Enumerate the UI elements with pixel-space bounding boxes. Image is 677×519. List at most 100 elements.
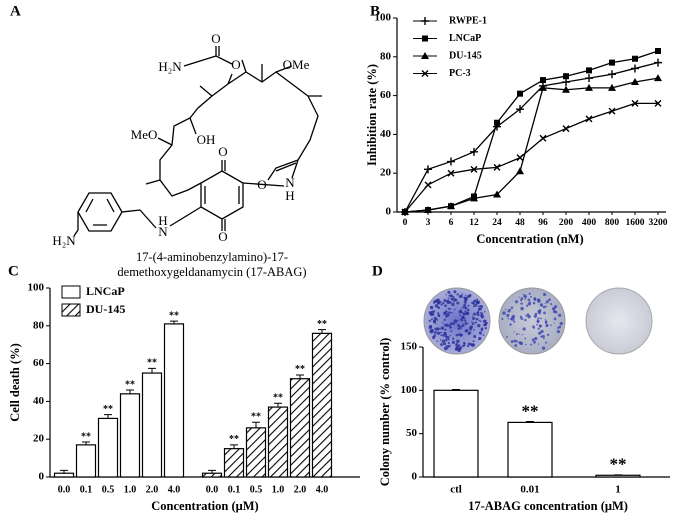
marker bbox=[631, 64, 639, 73]
speckle bbox=[554, 304, 558, 308]
speckle bbox=[447, 297, 449, 299]
speckle bbox=[452, 296, 455, 299]
panel-label: A bbox=[10, 3, 21, 19]
marker-shape bbox=[562, 125, 570, 133]
x-tick-label: 0.5 bbox=[250, 484, 263, 495]
speckle bbox=[505, 335, 508, 338]
speckle bbox=[537, 343, 540, 345]
speckle bbox=[436, 319, 439, 321]
speckle bbox=[484, 311, 486, 313]
speckle bbox=[553, 317, 557, 321]
speckle bbox=[449, 322, 453, 325]
x-tick-label: 3200 bbox=[649, 218, 668, 228]
speckle bbox=[455, 343, 458, 346]
marker bbox=[655, 47, 661, 54]
speckle bbox=[450, 294, 453, 298]
x-tick-label: 1600 bbox=[626, 218, 645, 228]
speckle bbox=[527, 298, 531, 302]
significance: ** bbox=[610, 455, 627, 474]
speckle bbox=[543, 337, 545, 340]
speckle bbox=[463, 325, 465, 328]
marker bbox=[608, 107, 616, 115]
x-tick-label: 0.0 bbox=[58, 484, 71, 495]
speckle bbox=[542, 292, 547, 297]
speckle bbox=[546, 333, 550, 336]
error-bar bbox=[208, 469, 216, 474]
speckle bbox=[443, 318, 446, 321]
legend-label: LNCaP bbox=[449, 33, 481, 44]
speckle bbox=[443, 298, 447, 302]
marker-shape bbox=[424, 206, 432, 214]
legend-label: LNCaP bbox=[86, 284, 125, 298]
y-tick-label: 50 bbox=[406, 427, 418, 439]
marker bbox=[421, 70, 429, 77]
speckle bbox=[469, 328, 472, 331]
x-tick-label: 0.5 bbox=[102, 484, 115, 495]
atom-label: H₂N bbox=[158, 59, 182, 74]
speckle bbox=[501, 317, 504, 320]
speckle bbox=[445, 335, 447, 338]
speckle bbox=[444, 328, 447, 331]
speckle bbox=[536, 318, 539, 320]
speckle bbox=[526, 313, 530, 316]
marker bbox=[401, 208, 409, 216]
speckle bbox=[519, 341, 523, 346]
speckle bbox=[525, 343, 527, 346]
bar bbox=[311, 332, 333, 478]
speckle bbox=[540, 317, 542, 320]
speckle bbox=[509, 323, 512, 326]
speckle bbox=[464, 322, 468, 325]
atom-label: N bbox=[285, 175, 295, 190]
significance: ** bbox=[147, 358, 157, 369]
speckle bbox=[473, 335, 477, 339]
error-bar bbox=[82, 441, 90, 445]
caption: demethoxygeldanamycin (17-ABAG) bbox=[117, 265, 306, 279]
atom-label: O bbox=[231, 57, 240, 72]
speckle bbox=[445, 323, 449, 327]
speckle bbox=[518, 296, 520, 298]
speckle bbox=[437, 306, 441, 309]
speckle bbox=[520, 306, 524, 311]
marker-shape bbox=[608, 107, 616, 115]
speckle bbox=[531, 338, 535, 342]
speckle bbox=[438, 327, 441, 330]
marker bbox=[470, 165, 478, 173]
marker bbox=[447, 202, 455, 210]
speckle bbox=[458, 310, 462, 314]
speckle bbox=[447, 341, 450, 345]
speckle bbox=[532, 326, 536, 329]
speckle bbox=[537, 327, 540, 330]
speckle bbox=[441, 339, 446, 344]
speckle bbox=[436, 340, 438, 342]
speckle bbox=[447, 338, 450, 341]
x-tick-label: 800 bbox=[605, 218, 620, 228]
x-tick-label: 1 bbox=[615, 484, 621, 496]
speckle bbox=[439, 339, 442, 341]
speckle bbox=[521, 334, 523, 336]
marker bbox=[562, 78, 570, 87]
speckle bbox=[515, 333, 518, 336]
speckle bbox=[451, 312, 453, 314]
legend-swatch bbox=[61, 303, 81, 317]
speckle bbox=[557, 326, 560, 330]
speckle bbox=[510, 340, 514, 343]
speckle bbox=[524, 337, 527, 340]
marker-shape bbox=[540, 77, 546, 84]
speckle bbox=[478, 331, 483, 335]
speckle bbox=[464, 310, 467, 313]
x-tick-label: 4.0 bbox=[316, 484, 329, 495]
speckle bbox=[511, 316, 513, 319]
significance: ** bbox=[81, 431, 91, 442]
series-line bbox=[404, 102, 658, 213]
speckle bbox=[460, 327, 462, 330]
speckle bbox=[444, 304, 447, 308]
x-tick-label: 24 bbox=[492, 218, 502, 228]
marker bbox=[493, 163, 501, 171]
bar bbox=[53, 472, 75, 478]
speckle bbox=[513, 320, 516, 323]
y-tick-label: 0 bbox=[412, 471, 418, 483]
bar bbox=[223, 448, 245, 478]
speckle bbox=[454, 347, 459, 351]
speckle bbox=[473, 312, 476, 316]
